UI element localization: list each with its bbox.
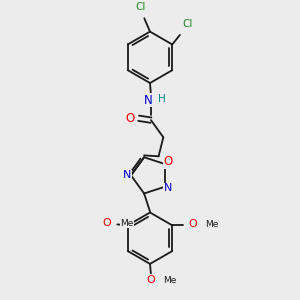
Text: O: O xyxy=(102,218,111,228)
Text: N: N xyxy=(123,170,131,180)
Text: Cl: Cl xyxy=(182,20,193,29)
Text: Cl: Cl xyxy=(135,2,146,12)
Text: O: O xyxy=(147,275,155,285)
Text: N: N xyxy=(144,94,152,107)
Text: O: O xyxy=(188,219,197,230)
Text: Me: Me xyxy=(120,219,134,228)
Text: Me: Me xyxy=(205,220,218,229)
Text: O: O xyxy=(164,155,173,168)
Text: H: H xyxy=(158,94,165,104)
Text: O: O xyxy=(125,112,135,125)
Text: N: N xyxy=(164,184,172,194)
Text: Me: Me xyxy=(163,276,177,285)
